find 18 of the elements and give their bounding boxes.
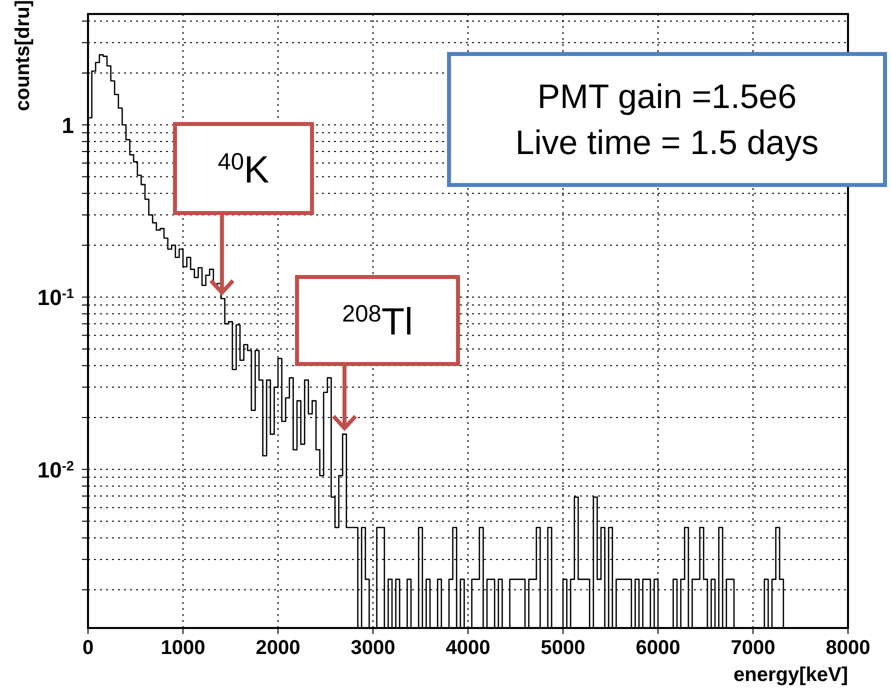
x-tick-label: 1000 — [160, 637, 206, 659]
x-tick-label: 2000 — [256, 637, 300, 659]
x-tick-label: 8000 — [826, 637, 870, 659]
x-tick-label: 6000 — [636, 637, 680, 659]
annotation: PMT gain =1.5e6 — [537, 76, 797, 118]
annotation: Live time = 1.5 days — [515, 122, 819, 164]
annotation: $^{40}$K — [218, 148, 270, 192]
y-axis-title: counts[dru] — [11, 0, 35, 114]
x-tick-label: 7000 — [730, 637, 776, 659]
x-tick-label: 0 — [82, 637, 94, 659]
annotation: $^{208}$Tl — [342, 300, 413, 344]
y-tick-label: 10$^{-1}$ — [37, 285, 74, 310]
x-axis-title: energy[keV] — [734, 664, 848, 687]
x-tick-label: 3000 — [350, 637, 396, 659]
x-tick-label: 5000 — [540, 637, 586, 659]
y-tick-label: 10$^{-2}$ — [37, 457, 74, 482]
x-tick-label: 4000 — [446, 637, 490, 659]
y-tick-label: 1 — [62, 112, 74, 138]
